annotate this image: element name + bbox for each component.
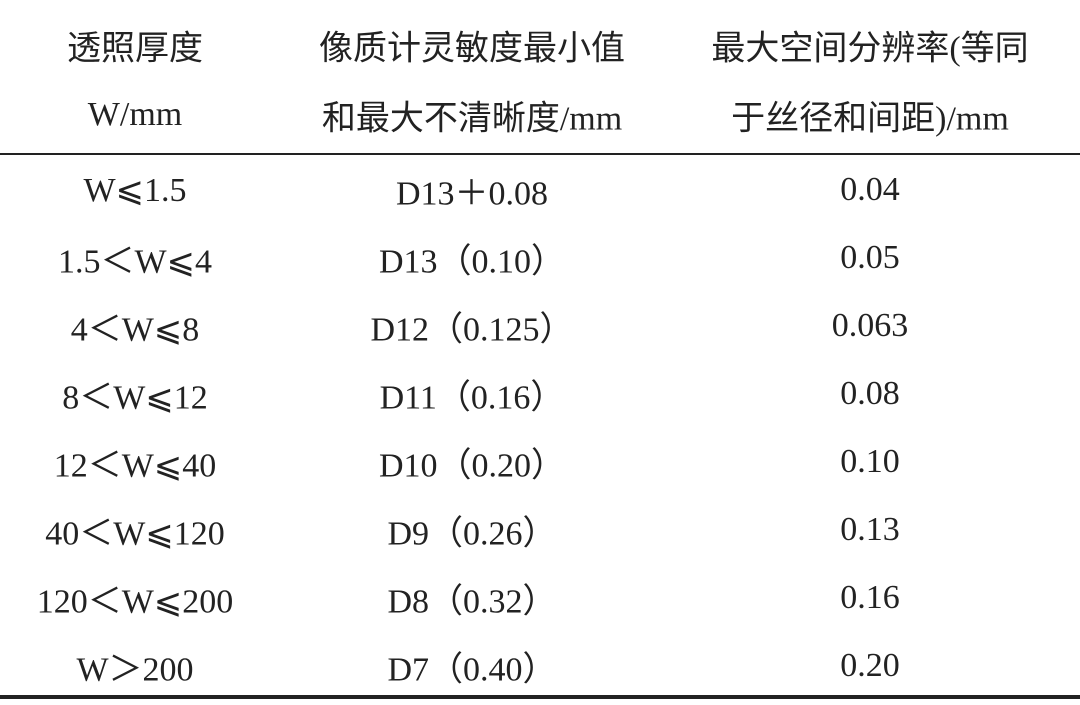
table-cell: D13＋0.08 xyxy=(395,175,549,213)
table-cell: 0.20 xyxy=(840,647,900,684)
table-cell: D10（0.20） xyxy=(378,447,566,485)
table-cell: 0.13 xyxy=(840,511,900,548)
table-cell: 0.04 xyxy=(840,171,900,208)
table-cell: W＞200 xyxy=(76,651,194,689)
table-cell: D13（0.10） xyxy=(378,243,566,281)
table-cell: 40＜W⩽120 xyxy=(45,515,225,553)
table-cell: D11（0.16） xyxy=(379,379,565,417)
table-cell: 0.16 xyxy=(840,579,900,616)
table-cell: 0.063 xyxy=(831,307,909,344)
table-cell: 0.10 xyxy=(840,443,900,480)
bottom-rule xyxy=(0,695,1080,699)
header-rule xyxy=(0,153,1080,155)
table-cell: D12（0.125） xyxy=(370,311,574,349)
header-cell: 像质计灵敏度最小值 xyxy=(319,30,625,68)
table-cell: 120＜W⩽200 xyxy=(36,583,234,621)
table-cell: D8（0.32） xyxy=(387,583,557,621)
table-cell: D9（0.26） xyxy=(387,515,557,553)
header-cell: 和最大不清晰度/mm xyxy=(321,100,623,138)
header-cell: 透照厚度 xyxy=(67,30,203,68)
table-cell: 4＜W⩽8 xyxy=(70,311,200,349)
header-cell: 最大空间分辨率(等同 xyxy=(711,30,1029,68)
header-cell: W/mm xyxy=(87,96,183,133)
table-cell: 12＜W⩽40 xyxy=(53,447,217,485)
table-cell: W⩽1.5 xyxy=(83,172,187,209)
table-cell: 0.05 xyxy=(840,239,900,276)
header-cell: 于丝径和间距)/mm xyxy=(731,100,1009,138)
table-cell: D7（0.40） xyxy=(387,651,557,689)
table-cell: 0.08 xyxy=(840,375,900,412)
table-cell: 8＜W⩽12 xyxy=(62,379,208,417)
table-cell: 1.5＜W⩽4 xyxy=(57,243,213,281)
